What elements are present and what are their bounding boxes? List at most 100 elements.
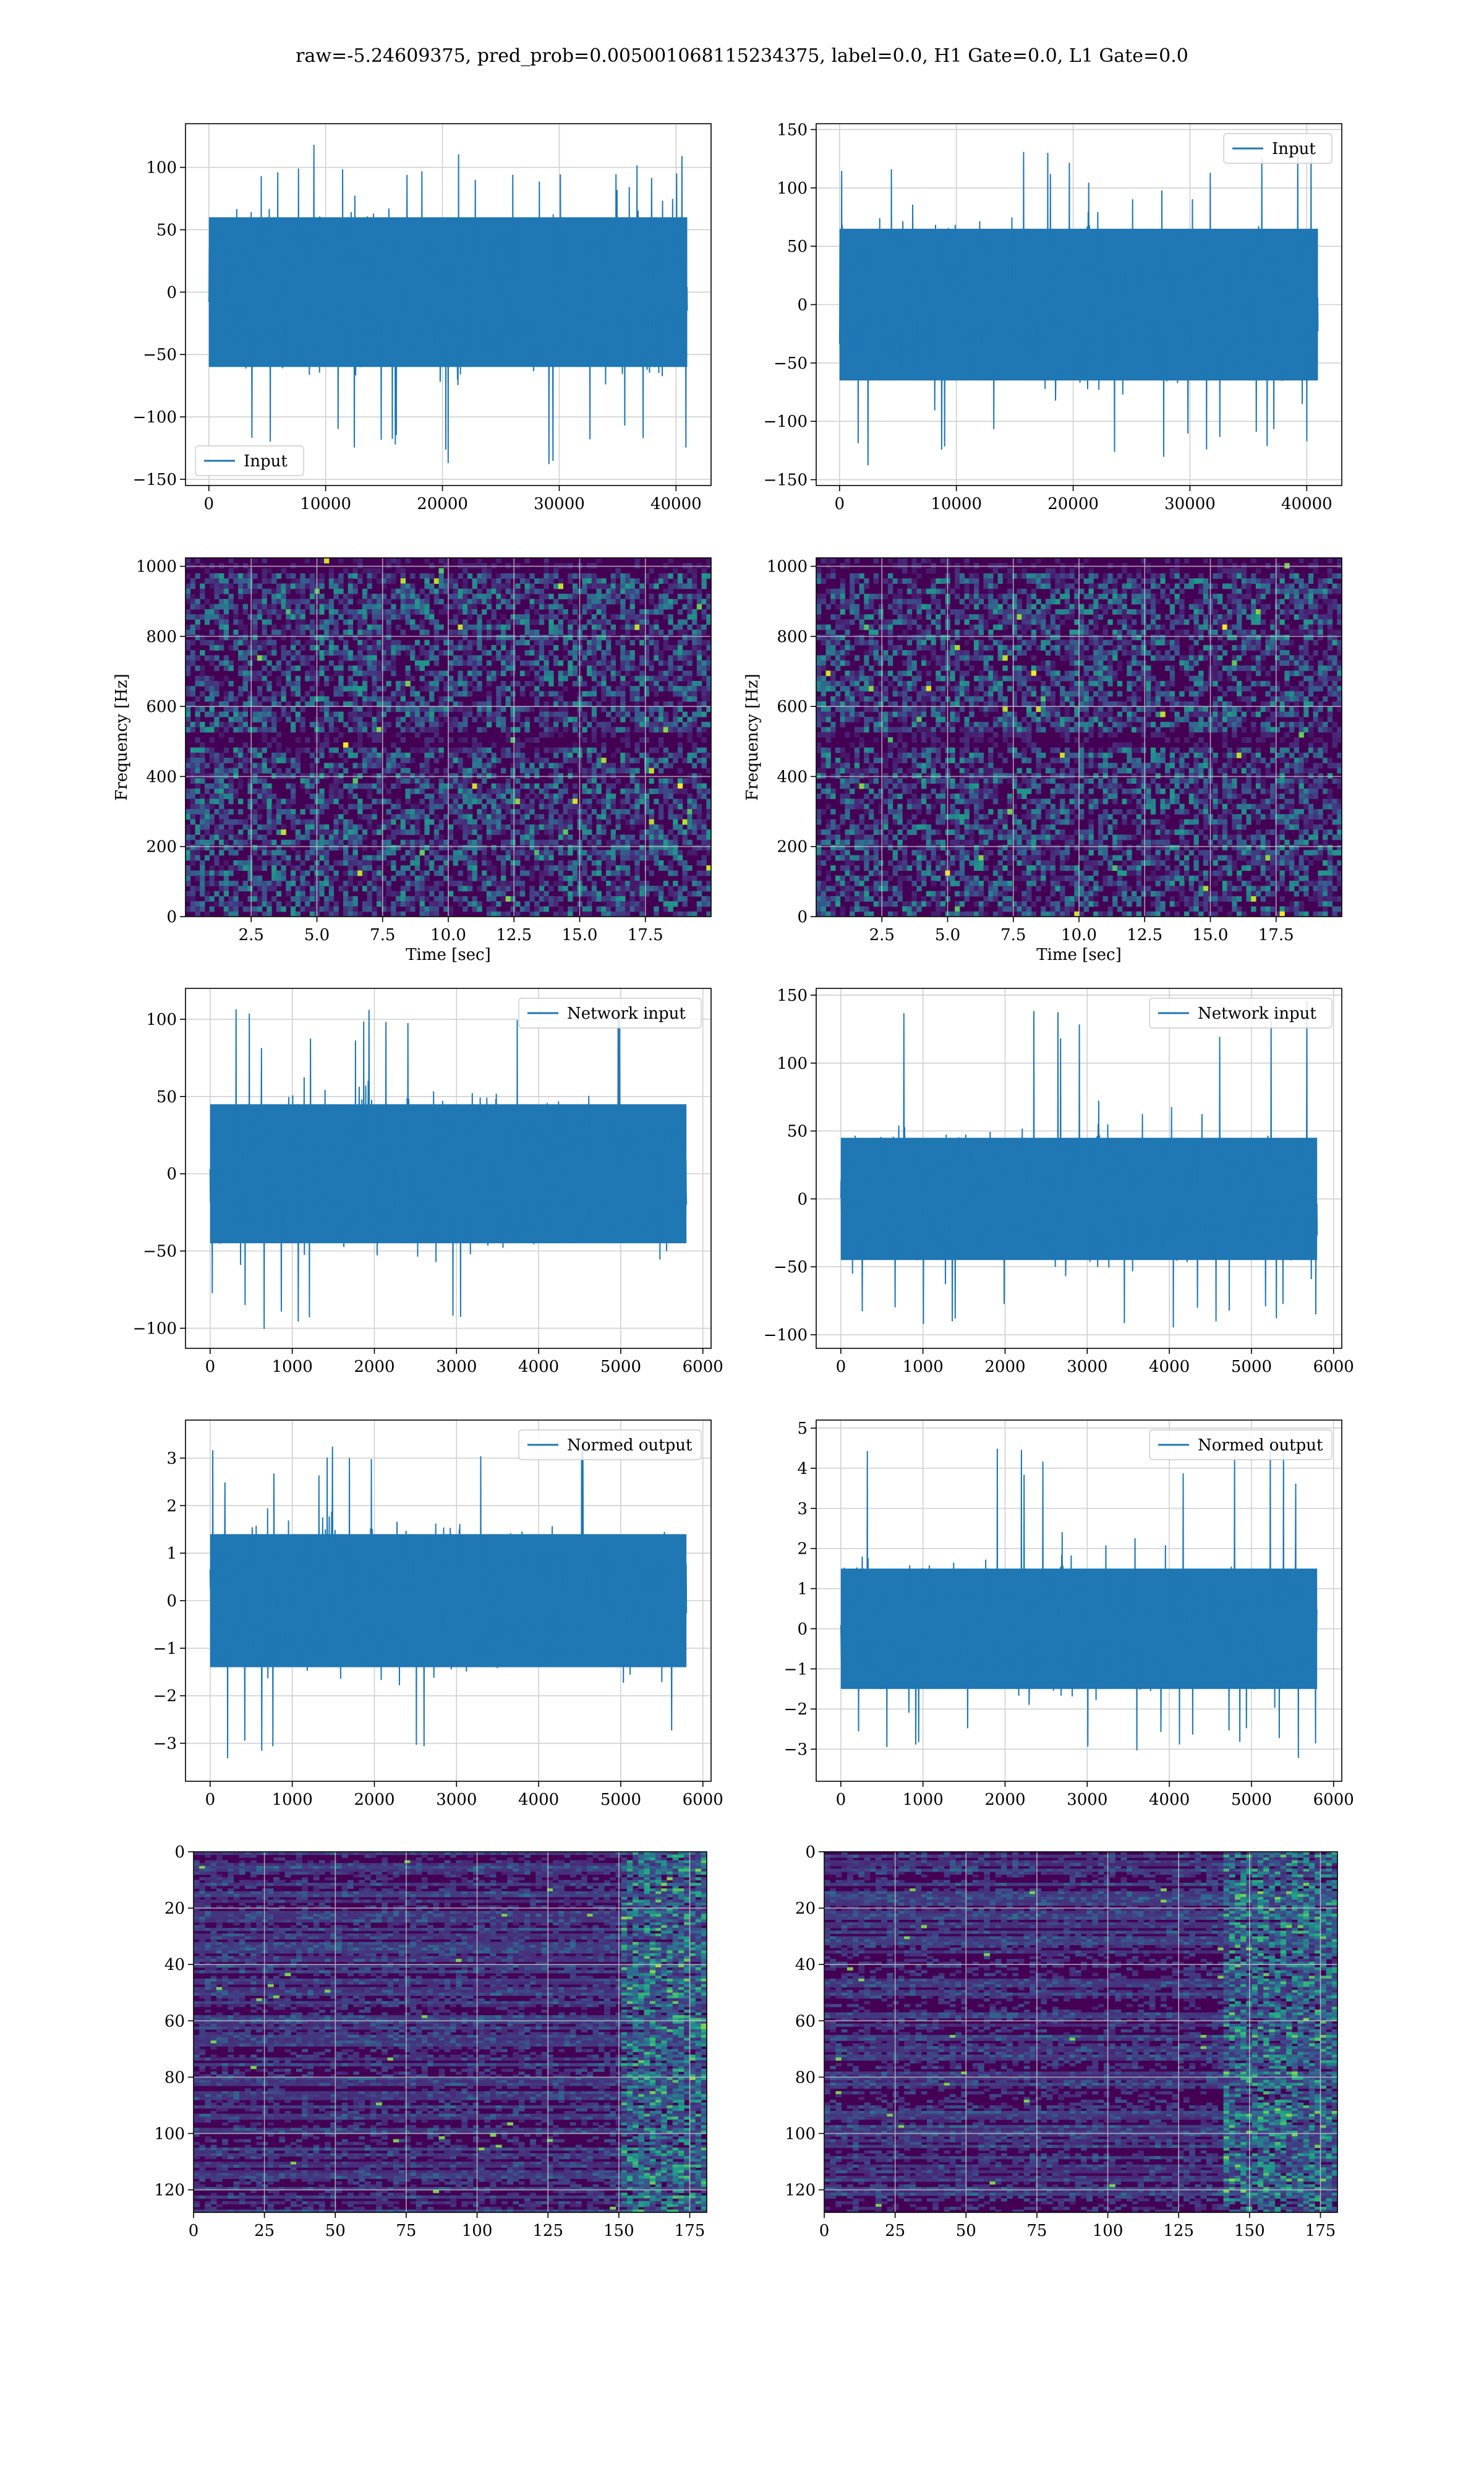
normed-l1-ytick-label: 5 (797, 1419, 808, 1438)
spec-h1-grid (186, 558, 711, 917)
panel-netin-l1: 0 1000 2000 3000 4000 5000 6000 −100 −50 0 50 100 15… (764, 987, 1354, 1376)
input-h1-xtick-label: 20000 (417, 495, 468, 513)
features-l1-xtick-label: 150 (1234, 2222, 1265, 2240)
features-l1-ytick-label: 100 (785, 2125, 816, 2143)
normed-h1-xtick-label: 2000 (354, 1791, 394, 1809)
spec-h1-ylabel: Frequency [Hz] (113, 674, 131, 801)
netin-h1-signal-line (209, 1009, 688, 1329)
netin-l1-ytick-label: 150 (777, 987, 808, 1005)
input-h1-ytick-label: 50 (156, 221, 177, 239)
netin-l1-plot-area (816, 988, 1342, 1348)
normed-l1-xtick-label: 3000 (1067, 1791, 1107, 1809)
netin-h1-xtick-label: 4000 (518, 1358, 559, 1376)
netin-l1-ytick-label: 0 (797, 1190, 808, 1209)
features-h1-xtick-label: 0 (189, 2222, 199, 2240)
features-l1-xtick-label: 50 (956, 2222, 976, 2240)
input-l1-ytick-label: 50 (787, 238, 808, 256)
normed-l1-legend: Normed output (1149, 1429, 1333, 1460)
panel-spec-l1: 2.5 5.0 7.5 10.0 12.5 15.0 17.5 0 200 400 600 800 10… (743, 557, 1342, 964)
input-h1-plot-area (186, 124, 711, 486)
features-l1-xtick-label: 175 (1305, 2222, 1336, 2240)
normed-h1-ytick-label: 1 (166, 1544, 177, 1563)
features-l1-ytick-label: 40 (795, 1956, 816, 1974)
features-h1-xtick-label: 175 (675, 2222, 706, 2240)
panel-netin-h1: 0 1000 2000 3000 4000 5000 6000 −100 −50 0 50 100 Ne… (133, 988, 723, 1376)
input-l1-ytick-label: −50 (774, 354, 808, 373)
netin-l1-xtick-label: 4000 (1149, 1358, 1190, 1376)
spec-h1-ytick-label: 600 (146, 698, 177, 716)
panel-input-h1: 0 10000 20000 30000 40000 −150 −100 −50 0 50 100 In… (133, 123, 712, 513)
netin-h1-plot-area (186, 988, 711, 1348)
spec-l1-xtick-label: 15.0 (1193, 926, 1229, 944)
spec-l1-xlabel: Time [sec] (1036, 946, 1122, 964)
netin-l1-ytick-label: −50 (774, 1258, 808, 1277)
netin-h1-xtick-label: 5000 (600, 1358, 641, 1376)
input-l1-ytick-label: −100 (764, 413, 808, 431)
netin-l1-ytick-label: 50 (787, 1123, 808, 1141)
netin-l1-legend-label: Network input (1198, 1004, 1316, 1023)
spec-h1-xtick-label: 12.5 (496, 926, 532, 944)
input-h1-ytick-label: −100 (133, 408, 177, 427)
netin-l1-xtick-label: 2000 (984, 1358, 1025, 1376)
normed-l1-xtick-label: 0 (836, 1791, 846, 1809)
netin-l1-axes-frame (816, 988, 1342, 1349)
spec-h1-ytick-label: 200 (146, 838, 177, 857)
netin-h1-xtick-label: 6000 (683, 1358, 723, 1376)
normed-l1-legend-label: Normed output (1198, 1436, 1323, 1455)
input-l1-ytick-label: 100 (777, 179, 808, 198)
spec-h1-xlabel: Time [sec] (406, 946, 491, 964)
normed-l1-ytick-label: −1 (784, 1660, 808, 1679)
panel-input-l1: 0 10000 20000 30000 40000 −150 −100 −50 0 50 100 15… (764, 121, 1342, 513)
features-h1-ytick-label: 100 (154, 2125, 185, 2143)
spec-l1-plot-area (816, 558, 1342, 917)
normed-l1-ytick-label: −3 (784, 1740, 808, 1759)
panel-normed-h1: 0 1000 2000 3000 4000 5000 6000 −3 −2 −1 0 1 2 3 Norme… (153, 1419, 723, 1809)
input-l1-ytick-label: 0 (797, 296, 808, 315)
spec-h1-ytick-label: 800 (146, 628, 177, 646)
input-h1-ytick-label: −150 (133, 471, 177, 489)
input-l1-legend: Input (1223, 133, 1333, 164)
spec-l1-xtick-label: 12.5 (1127, 926, 1162, 944)
netin-l1-signal-line (840, 1001, 1318, 1328)
spec-h1-xtick-label: 10.0 (430, 926, 466, 944)
normed-h1-signal-line (209, 1446, 688, 1758)
netin-l1-xtick-label: 0 (836, 1358, 846, 1376)
normed-l1-xtick-label: 4000 (1149, 1791, 1190, 1809)
netin-h1-ytick-label: 100 (146, 1011, 177, 1029)
netin-l1-ytick-label: −100 (764, 1326, 808, 1345)
spec-l1-ytick-label: 1000 (767, 558, 808, 576)
normed-h1-plot-area (186, 1420, 711, 1781)
input-h1-ytick-label: 0 (166, 283, 177, 302)
features-h1-ytick-label: 40 (164, 1956, 185, 1974)
normed-l1-ytick-label: 3 (797, 1500, 808, 1518)
normed-l1-ytick-label: 4 (797, 1460, 808, 1478)
spec-l1-ytick-label: 600 (777, 698, 808, 716)
panel-features-h1: 0 25 50 75 100 125 150 175 0 20 40 60 80 100 120 (154, 1843, 707, 2240)
features-l1-grid (824, 1852, 1337, 2212)
features-l1-axes-frame (824, 1851, 1338, 2213)
input-l1-xtick-label: 20000 (1047, 495, 1099, 513)
normed-l1-xtick-label: 6000 (1313, 1791, 1354, 1809)
input-l1-legend-label: Input (1272, 140, 1316, 158)
input-l1-plot-area (816, 124, 1342, 486)
panel-normed-l1: 0 1000 2000 3000 4000 5000 6000 −3 −2 −1 0 1 2 3 4 5 Nor… (784, 1419, 1354, 1809)
input-h1-ytick-label: 100 (146, 159, 177, 178)
features-l1-xtick-label: 75 (1026, 2222, 1047, 2240)
input-h1-ytick-label: −50 (143, 346, 177, 364)
spec-h1-ytick-label: 1000 (136, 558, 177, 576)
normed-h1-ytick-label: −3 (153, 1735, 177, 1753)
spec-l1-grid (816, 558, 1342, 917)
spec-h1-heatmap-cells (186, 558, 711, 917)
netin-l1-xtick-label: 6000 (1313, 1358, 1354, 1376)
spec-l1-xtick-label: 7.5 (1000, 926, 1026, 944)
netin-h1-axes-frame (185, 988, 712, 1349)
features-h1-ytick-label: 60 (164, 2012, 185, 2031)
netin-h1-ytick-label: 50 (156, 1088, 177, 1106)
normed-h1-legend: Normed output (518, 1429, 702, 1460)
netin-h1-xtick-label: 0 (205, 1358, 216, 1376)
spec-h1-ytick-label: 0 (166, 908, 177, 927)
spec-l1-heatmap-cells (816, 558, 1342, 917)
netin-l1-xtick-label: 5000 (1231, 1358, 1272, 1376)
features-l1-ytick-label: 80 (795, 2068, 816, 2087)
